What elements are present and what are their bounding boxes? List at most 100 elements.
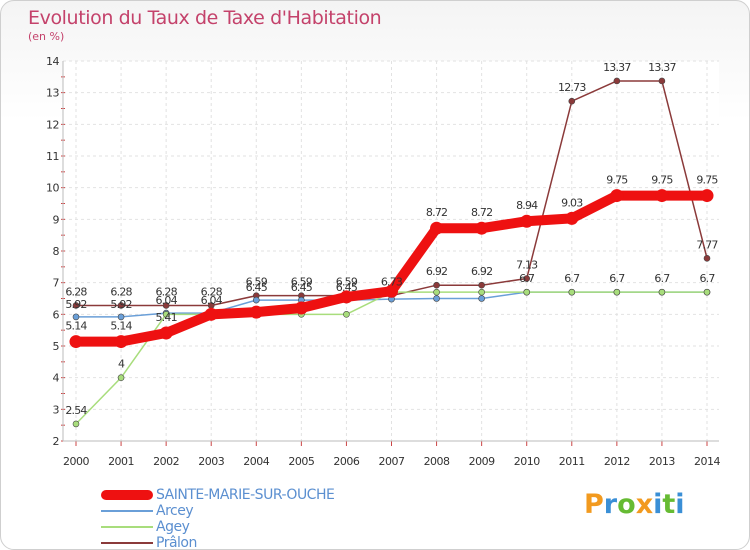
data-label: 5.14 (110, 320, 132, 333)
x-tick-label: 2007 (379, 455, 405, 468)
data-point (117, 313, 125, 321)
data-label: 6.59 (246, 276, 268, 289)
data-label: 6.04 (155, 294, 177, 307)
data-point (385, 284, 398, 298)
x-tick-label: 2000 (63, 455, 89, 468)
data-label: 5.41 (155, 311, 176, 324)
data-point (433, 281, 440, 289)
x-tick-label: 2010 (514, 455, 540, 468)
data-point (339, 290, 353, 304)
data-point (433, 295, 440, 302)
x-tick-label: 2012 (604, 455, 630, 468)
x-tick-label: 2011 (559, 455, 585, 468)
data-label: 6.28 (155, 285, 177, 298)
legend-swatch (101, 542, 153, 544)
chart-title: Evolution du Taux de Taxe d'Habitation (28, 7, 382, 29)
data-label: 13.37 (648, 61, 676, 74)
y-tick-label: 5 (53, 340, 60, 353)
data-point (69, 335, 83, 349)
x-tick-label: 2006 (333, 455, 359, 468)
data-label: 6.59 (336, 276, 358, 289)
data-point (294, 301, 308, 315)
data-point (658, 288, 666, 296)
data-point (343, 311, 350, 318)
x-tick-label: 2001 (108, 455, 134, 468)
data-label: 6.73 (381, 276, 403, 289)
data-point (252, 296, 260, 304)
data-label: 6.7 (564, 272, 580, 285)
data-label: 7.13 (516, 259, 538, 272)
x-tick-label: 2004 (243, 455, 269, 468)
data-point (568, 97, 576, 105)
x-tick-label: 2014 (694, 455, 720, 468)
data-label: 8.72 (471, 206, 492, 219)
legend-label: Agey (156, 519, 190, 535)
data-label: 6.7 (699, 272, 715, 285)
y-tick-label: 9 (53, 213, 60, 226)
data-point (478, 288, 485, 296)
legend-swatch (101, 490, 153, 500)
logo-letter: t (662, 489, 676, 520)
x-tick-label: 2008 (424, 455, 450, 468)
data-point (703, 254, 711, 262)
data-point (700, 189, 714, 203)
data-label: 5.92 (110, 298, 131, 311)
x-tick-label: 2003 (198, 455, 224, 468)
y-tick-label: 12 (46, 118, 59, 131)
logo-letter: i (653, 489, 663, 520)
proxiti-logo: Proxiti (584, 489, 685, 520)
data-point (658, 77, 666, 85)
y-tick-label: 7 (53, 277, 60, 290)
y-tick-label: 6 (53, 308, 60, 321)
data-point (478, 295, 485, 302)
y-tick-label: 3 (53, 403, 60, 416)
y-tick-label: 8 (53, 245, 60, 258)
data-point (703, 288, 711, 296)
data-label: 6.45 (246, 281, 268, 294)
data-point (162, 311, 170, 318)
data-point (613, 288, 621, 296)
data-point (565, 211, 579, 225)
data-point (520, 214, 534, 228)
data-point (117, 302, 125, 309)
x-tick-label: 2009 (469, 455, 495, 468)
y-tick-label: 13 (46, 87, 59, 100)
y-tick-label: 4 (53, 372, 60, 385)
logo-letter: P (584, 489, 604, 520)
data-label: 6.92 (471, 265, 492, 278)
data-point (613, 77, 621, 85)
legend-swatch (101, 526, 153, 528)
chart-subtitle: (en %) (28, 30, 65, 43)
y-tick-label: 10 (46, 182, 59, 195)
data-label: 9.75 (606, 174, 628, 187)
y-tick-label: 11 (46, 150, 59, 163)
logo-letter: i (675, 489, 685, 520)
data-label: 5.14 (65, 320, 87, 333)
data-label: 9.03 (561, 196, 583, 209)
y-tick-label: 14 (46, 55, 59, 68)
legend-label: SAINTE-MARIE-SUR-OUCHE (156, 487, 335, 503)
data-label: 6.7 (609, 272, 625, 285)
data-label: 8.72 (426, 206, 447, 219)
data-label: 6.92 (426, 265, 447, 278)
data-point (655, 189, 669, 203)
data-point (117, 374, 125, 381)
data-point (162, 302, 170, 309)
data-label: 4 (118, 358, 125, 371)
data-label: 13.37 (603, 61, 631, 74)
data-point (610, 189, 624, 203)
data-point (204, 307, 218, 321)
data-point (72, 420, 80, 428)
data-point (568, 288, 576, 296)
data-label: 9.75 (696, 174, 718, 187)
logo-letter: x (635, 489, 654, 520)
data-point (430, 221, 444, 235)
data-label: 6.28 (110, 285, 132, 298)
data-label: 6.7 (519, 272, 535, 285)
data-point (523, 288, 531, 296)
data-label: 6.28 (201, 285, 223, 298)
logo-letter: o (617, 489, 636, 520)
x-tick-label: 2005 (288, 455, 314, 468)
